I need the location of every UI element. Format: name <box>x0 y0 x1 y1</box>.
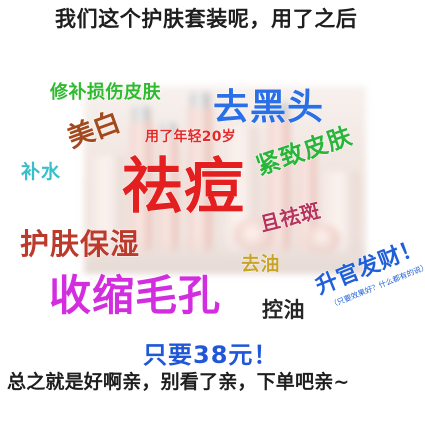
tag-moisturize: 护肤保湿 <box>20 227 141 261</box>
tag-oil-control: 控油 <box>262 298 305 322</box>
product-bottle <box>130 118 152 252</box>
tag-deoil: 去油 <box>241 253 281 275</box>
footer-text: 总之就是好啊亲，别看了亲，下单吧亲~ <box>7 371 350 393</box>
product-bottle-cap <box>160 122 176 137</box>
product-bottle-cap <box>190 92 210 108</box>
tag-blackhead: 去黑头 <box>213 87 325 128</box>
product-bottle <box>188 104 212 252</box>
tag-acne: 祛痘 <box>122 152 246 222</box>
header-text: 我们这个护肤套装呢，用了之后 <box>55 7 358 31</box>
tag-pores: 收缩毛孔 <box>49 271 222 320</box>
product-bottle-cap <box>270 102 288 117</box>
photo-floor-shadow <box>84 236 366 274</box>
tag-younger: 用了年轻20岁 <box>145 129 236 145</box>
product-bottle <box>298 146 316 252</box>
product-bottle <box>158 134 178 252</box>
tag-repair: 修补损伤皮肤 <box>50 82 161 103</box>
product-bottle <box>268 114 290 252</box>
tag-hydrate: 补水 <box>21 161 62 183</box>
product-bottle-cap <box>132 106 150 122</box>
price-text: 只要38元！ <box>143 341 279 369</box>
blurred-product-photo <box>84 86 366 274</box>
